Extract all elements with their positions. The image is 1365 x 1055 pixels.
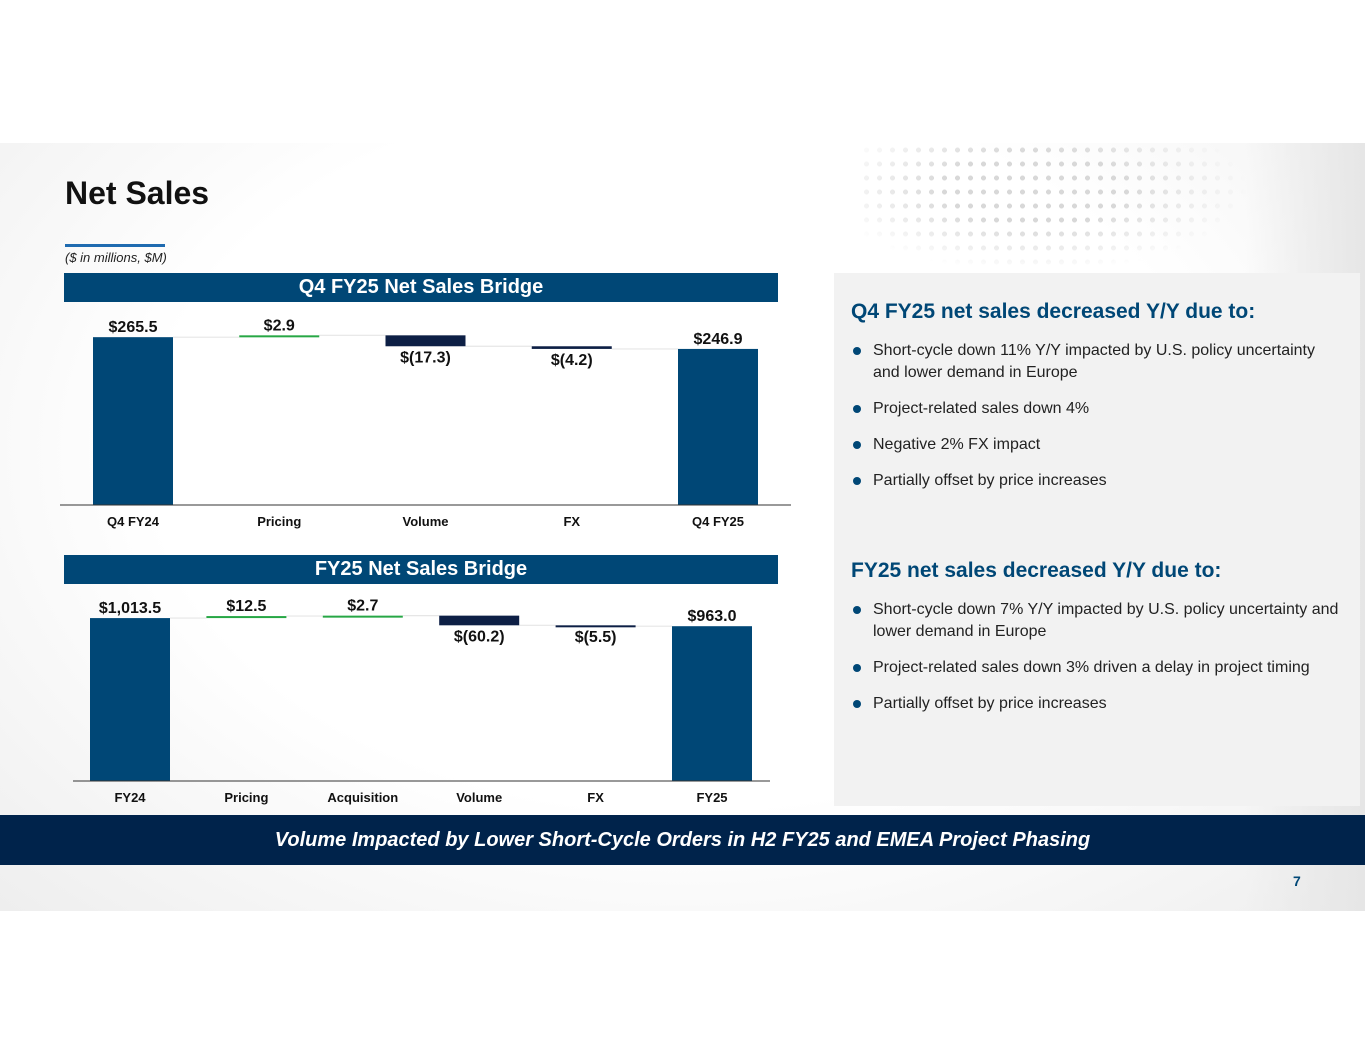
- bullet-dot-icon: [853, 441, 861, 449]
- data-label: $2.7: [347, 598, 378, 615]
- fy-bullet-text: Short-cycle down 7% Y/Y impacted by U.S.…: [873, 601, 1339, 640]
- fy-bullet-3: Partially offset by price increases: [851, 693, 1341, 715]
- tick-label: Pricing: [257, 514, 301, 529]
- bullet-dot-icon: [853, 700, 861, 708]
- bar-q4-fy25: [678, 348, 758, 505]
- q4-waterfall-chart: $265.5 $2.9 $(17.3) $(4.2) $246.9 Q4 FY24 Pric…: [60, 317, 791, 529]
- fy-bullet-text: Project-related sales down 3% driven a d…: [873, 659, 1310, 676]
- fy-chart-title: FY25 Net Sales Bridge: [64, 555, 778, 584]
- q4-explanation-heading: Q4 FY25 net sales decreased Y/Y due to:: [851, 300, 1256, 323]
- data-label: $(17.3): [400, 349, 451, 366]
- bar-fx: [555, 625, 636, 628]
- bar-fy24: [90, 618, 170, 781]
- bar-volume: [385, 335, 466, 347]
- data-label: $(4.2): [551, 352, 593, 369]
- q4-bullet-text: Project-related sales down 4%: [873, 400, 1090, 417]
- bar-fy25: [672, 626, 752, 781]
- q4-bullet-text: Short-cycle down 11% Y/Y impacted by U.S…: [873, 342, 1315, 381]
- page-title: Net Sales: [65, 175, 210, 211]
- bullet-dot-icon: [853, 664, 861, 672]
- data-label: $246.9: [694, 331, 743, 348]
- tick-label: FY24: [114, 790, 146, 805]
- page-number: 7: [1293, 873, 1301, 889]
- q4-bullet-4: Partially offset by price increases: [851, 470, 1341, 492]
- title-underline: [65, 244, 165, 247]
- fy-bullet-list: Short-cycle down 7% Y/Y impacted by U.S.…: [851, 599, 1341, 729]
- fy-explanation-heading: FY25 net sales decreased Y/Y due to:: [851, 559, 1222, 582]
- dot-pattern-decoration: [860, 143, 1250, 273]
- tick-label: Pricing: [224, 790, 268, 805]
- fy-bullet-1: Short-cycle down 7% Y/Y impacted by U.S.…: [851, 599, 1341, 643]
- bar-pricing: [206, 616, 287, 619]
- data-label: $265.5: [109, 319, 158, 336]
- fy-bullet-2: Project-related sales down 3% driven a d…: [851, 657, 1341, 679]
- q4-bullet-1: Short-cycle down 11% Y/Y impacted by U.S…: [851, 340, 1341, 384]
- bullet-dot-icon: [853, 606, 861, 614]
- q4-bullet-2: Project-related sales down 4%: [851, 398, 1341, 420]
- bar-acquisition: [322, 615, 403, 618]
- q4-bullet-3: Negative 2% FX impact: [851, 434, 1341, 456]
- bar-volume: [439, 615, 520, 626]
- units-note: ($ in millions, $M): [65, 250, 167, 265]
- tick-label: Acquisition: [327, 790, 398, 805]
- takeaway-banner: Volume Impacted by Lower Short-Cycle Ord…: [0, 815, 1365, 865]
- tick-label: Q4 FY24: [107, 514, 160, 529]
- bullet-dot-icon: [853, 405, 861, 413]
- tick-label: Volume: [403, 514, 449, 529]
- tick-label: Volume: [456, 790, 502, 805]
- data-label: $1,013.5: [99, 600, 161, 617]
- data-label: $2.9: [264, 317, 295, 334]
- tick-label: Q4 FY25: [692, 514, 744, 529]
- data-label: $(5.5): [575, 629, 617, 646]
- q4-bullet-text: Negative 2% FX impact: [873, 436, 1041, 453]
- data-label: $(60.2): [454, 628, 505, 645]
- slide: Net Sales ($ in millions, $M) Q4 FY25 Ne…: [0, 143, 1365, 911]
- tick-label: FX: [563, 514, 580, 529]
- q4-chart-title: Q4 FY25 Net Sales Bridge: [64, 273, 778, 302]
- bar-fx: [531, 346, 612, 349]
- fy-bullet-text: Partially offset by price increases: [873, 695, 1107, 712]
- bullet-dot-icon: [853, 477, 861, 485]
- q4-bullet-list: Short-cycle down 11% Y/Y impacted by U.S…: [851, 340, 1341, 506]
- bullet-dot-icon: [853, 347, 861, 355]
- tick-label: FY25: [696, 790, 727, 805]
- fy-waterfall-chart: $1,013.5 $12.5 $2.7 $(60.2) $(5.5) $963.0 FY24…: [73, 598, 770, 805]
- data-label: $963.0: [688, 608, 737, 625]
- bar-q4-fy24: [93, 337, 173, 505]
- q4-bullet-text: Partially offset by price increases: [873, 472, 1107, 489]
- tick-label: FX: [587, 790, 604, 805]
- data-label: $12.5: [226, 598, 266, 615]
- explanation-panel: Q4 FY25 net sales decreased Y/Y due to: …: [834, 273, 1360, 806]
- bar-pricing: [239, 335, 320, 338]
